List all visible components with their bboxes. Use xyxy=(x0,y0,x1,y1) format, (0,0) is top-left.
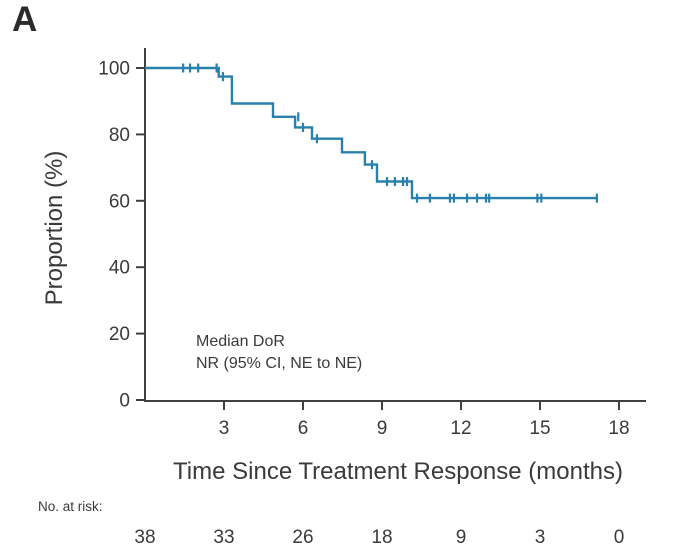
median-annotation-line2: NR (95% CI, NE to NE) xyxy=(196,355,362,372)
y-tick-label: 80 xyxy=(109,125,130,146)
risk-counts-group: 38 33 26 18 9 3 0 xyxy=(134,527,624,548)
y-ticks-group: 0 20 40 60 80 100 xyxy=(98,58,145,411)
x-tick-label: 15 xyxy=(529,418,550,439)
risk-count: 26 xyxy=(292,527,313,548)
km-step-curve xyxy=(145,66,597,200)
axes-group xyxy=(144,48,646,402)
y-tick-label: 100 xyxy=(98,58,130,79)
curve-group xyxy=(145,66,597,200)
risk-count: 33 xyxy=(213,527,234,548)
risk-count: 3 xyxy=(535,527,546,548)
x-tick-label: 18 xyxy=(608,418,629,439)
x-axis-title: Time Since Treatment Response (months) xyxy=(173,458,623,485)
risk-count: 38 xyxy=(134,527,155,548)
risk-count: 9 xyxy=(456,527,467,548)
panel-label: A xyxy=(12,0,38,39)
y-tick-label: 20 xyxy=(109,324,130,345)
median-annotation-line1: Median DoR xyxy=(196,333,285,350)
risk-count: 0 xyxy=(614,527,625,548)
y-tick-label: 0 xyxy=(119,390,130,411)
y-tick-label: 60 xyxy=(109,191,130,212)
x-tick-label: 12 xyxy=(450,418,471,439)
x-tick-label: 9 xyxy=(377,418,388,439)
x-tick-label: 3 xyxy=(219,418,230,439)
y-axis-title: Proportion (%) xyxy=(41,151,68,306)
x-tick-label: 6 xyxy=(298,418,309,439)
risk-table-label: No. at risk: xyxy=(38,499,103,514)
y-tick-label: 40 xyxy=(109,258,130,279)
censor-group xyxy=(182,63,598,203)
x-ticks-group: 3 6 9 12 15 18 xyxy=(219,401,630,439)
risk-count: 18 xyxy=(371,527,392,548)
